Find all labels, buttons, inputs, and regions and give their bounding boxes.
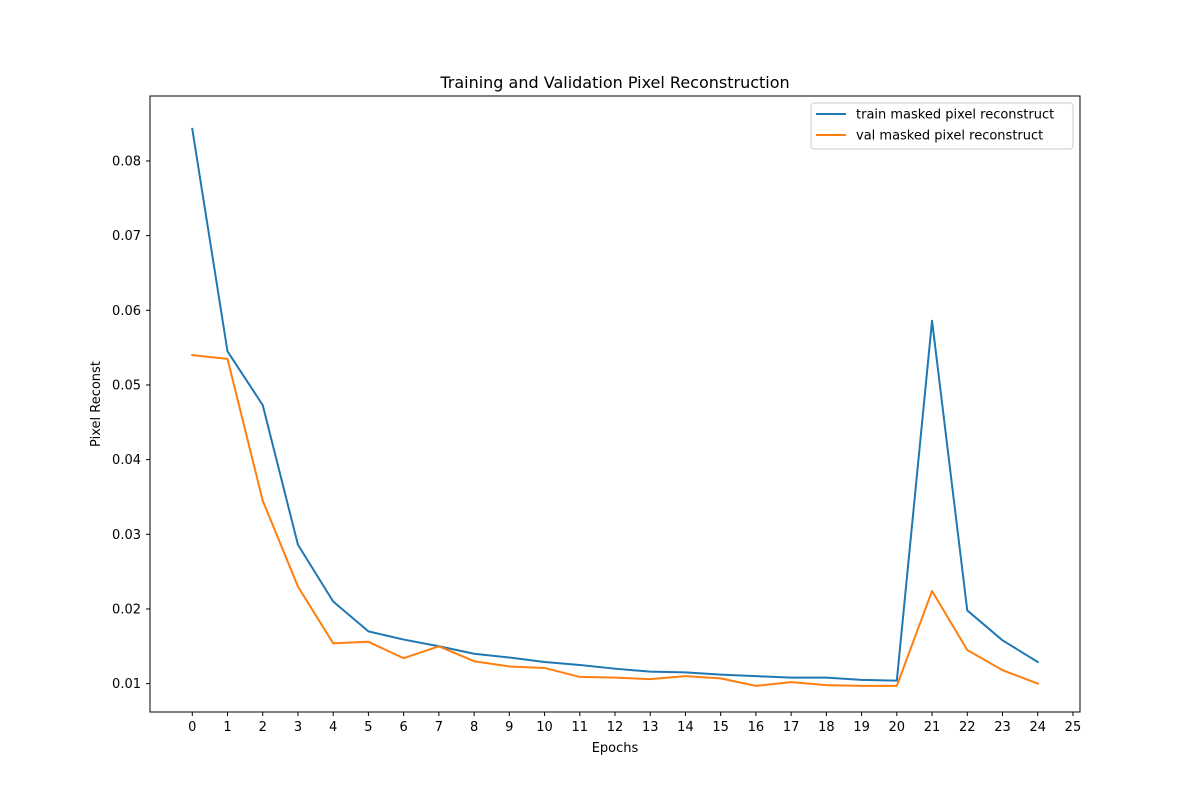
x-tick-label: 12 [607,720,624,735]
axes-frame [149,95,1081,713]
x-tick-label: 6 [399,720,407,735]
x-axis-label: Epochs [592,741,639,756]
x-tick-label: 0 [188,720,196,735]
chart-title: Training and Validation Pixel Reconstruc… [439,73,789,92]
x-tick-label: 19 [853,720,870,735]
y-tick-label: 0.04 [112,453,141,468]
legend: train masked pixel reconstruct val masked… [810,102,1074,150]
y-tick-label: 0.06 [112,304,141,319]
x-tick-label: 8 [470,720,478,735]
x-tick-label: 18 [818,720,835,735]
y-tick-label: 0.07 [112,229,141,244]
x-tick-label: 24 [1029,720,1046,735]
x-tick-label: 11 [571,720,588,735]
x-tick-label: 22 [959,720,976,735]
x-tick-label: 23 [994,720,1011,735]
legend-box [810,102,1074,150]
x-tick-label: 15 [712,720,729,735]
legend-label: val masked pixel reconstruct [856,129,1043,144]
y-tick-label: 0.03 [112,528,141,543]
x-tick-label: 1 [223,720,231,735]
x-tick-label: 10 [536,720,553,735]
series-line-val [191,353,1040,687]
y-axis-label: Pixel Reconst [89,361,104,447]
series-layer [191,127,1040,687]
x-tick-label: 16 [748,720,765,735]
x-tick-label: 9 [505,720,513,735]
x-tick-label: 25 [1065,720,1082,735]
x-tick-label: 21 [924,720,941,735]
x-tick-label: 17 [783,720,800,735]
x-tick-label: 5 [364,720,372,735]
x-tick-label: 14 [677,720,694,735]
y-tick-label: 0.05 [112,378,141,393]
legend-entries: train masked pixel reconstruct val masked… [816,108,1054,144]
y-tick-label: 0.01 [112,677,141,692]
x-tick-label: 2 [259,720,267,735]
legend-label: train masked pixel reconstruct [856,108,1054,123]
x-tick-label: 4 [329,720,337,735]
x-axis: 0 1 2 3 4 5 6 7 8 9 10 11 12 13 14 15 16 17 18 19 20 21 22 23 24… [188,712,1081,735]
x-tick-label: 7 [435,720,443,735]
plot-area [149,95,1081,713]
y-tick-label: 0.02 [112,602,141,617]
x-tick-label: 13 [642,720,659,735]
series-line-train [191,127,1040,682]
y-tick-label: 0.08 [112,154,141,169]
x-tick-label: 3 [294,720,302,735]
x-tick-label: 20 [889,720,906,735]
y-axis: 0.01 0.02 0.03 0.04 0.05 0.06 0.07 0.08 [112,154,150,692]
